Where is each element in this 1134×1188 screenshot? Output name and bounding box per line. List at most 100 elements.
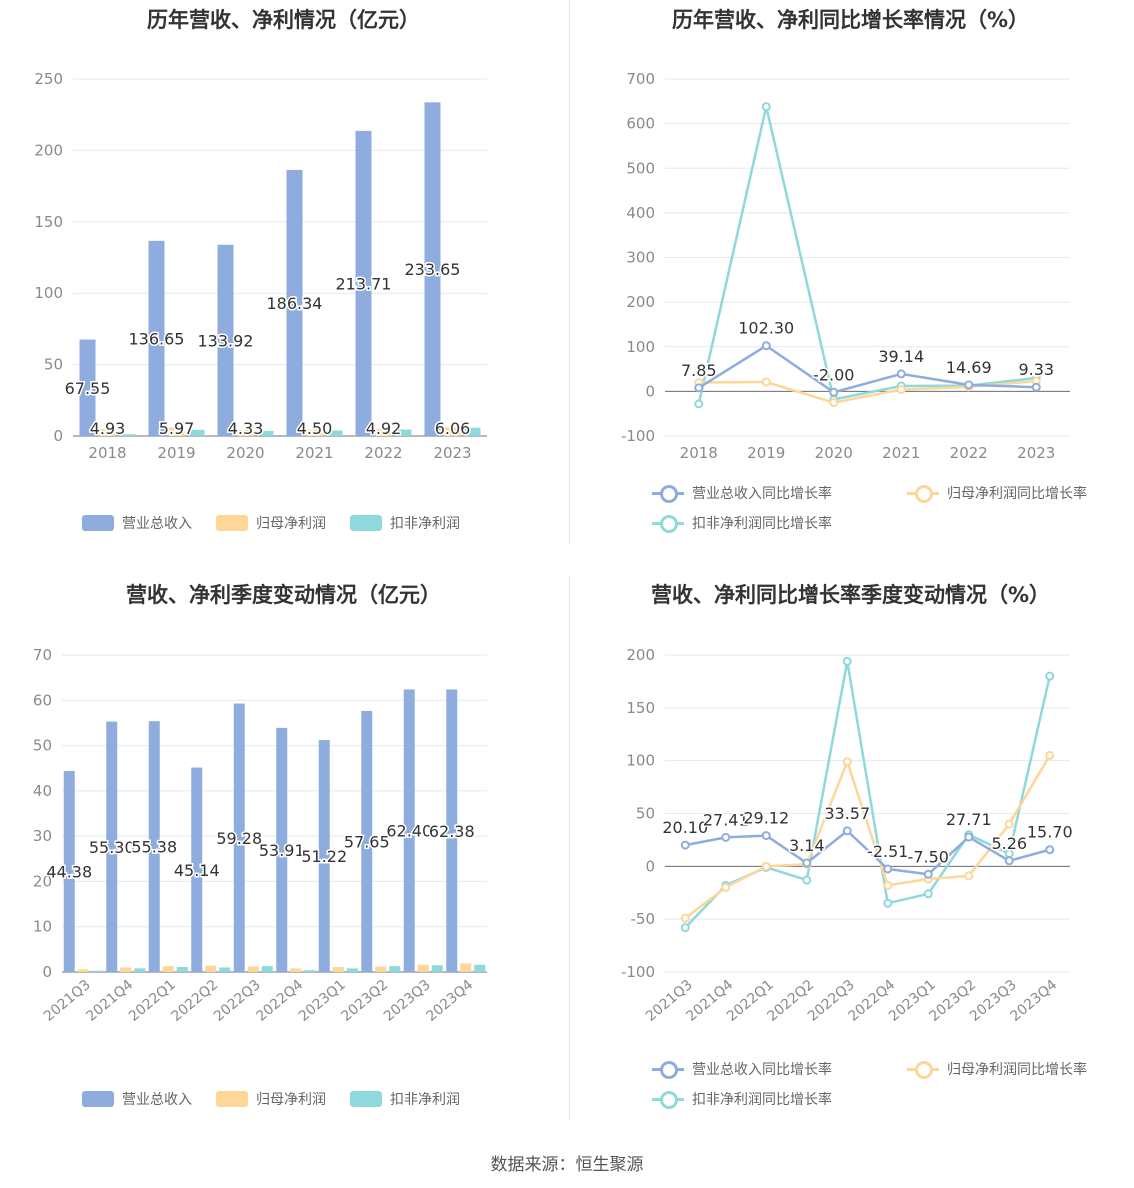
- x-tick-label: 2023: [1017, 444, 1055, 462]
- x-tick-label: 2021: [295, 444, 333, 462]
- bar-net-profit: [168, 427, 185, 436]
- data-point: [896, 369, 906, 379]
- data-label: 4.33: [228, 419, 264, 438]
- legend-label: 扣非净利润: [390, 1092, 460, 1108]
- bar-revenue: [191, 767, 203, 972]
- plot-area: -100-500501001502002021Q32021Q42022Q1202…: [621, 646, 1074, 1025]
- legend-swatch: [216, 1091, 248, 1107]
- chart-panel-quarterly-growth: 营收、净利同比增长率季度变动情况（%） -100 -50 0 50 100 150 200 2…: [567, 575, 1134, 1120]
- data-label: 213.71: [336, 274, 392, 293]
- data-label: 4.50: [297, 419, 333, 438]
- legend-item[interactable]: 归母净利润: [216, 1089, 326, 1109]
- x-tick-label: 2022: [364, 444, 402, 462]
- bar-revenue: [361, 710, 373, 972]
- bar-revenue: [79, 339, 96, 436]
- data-point: [761, 377, 771, 387]
- data-point: [883, 880, 893, 890]
- data-label: 7.85: [681, 361, 717, 380]
- series-line-revenue: [698, 344, 1037, 394]
- bar-revenue: [446, 689, 458, 972]
- bar-net-profit: [417, 964, 429, 972]
- bar-revenue: [318, 740, 330, 972]
- legend-item[interactable]: 归母净利润同比增长率: [907, 483, 1087, 503]
- legend: 营业总收入同比增长率 归母净利润同比增长率扣非净利润同比增长率: [567, 483, 1134, 543]
- data-label: 67.55: [65, 379, 111, 398]
- data-point: [1031, 382, 1041, 392]
- data-point: [883, 898, 893, 908]
- legend-swatch: [652, 515, 684, 533]
- x-tick-label: 2022: [950, 444, 988, 462]
- legend-item[interactable]: 扣非净利润: [350, 513, 460, 533]
- y-tick-label: 60: [33, 691, 52, 709]
- legend-item[interactable]: 归母净利润: [216, 513, 326, 533]
- x-tick-label: 2019: [747, 444, 785, 462]
- data-point: [964, 380, 974, 390]
- data-point: [1045, 845, 1055, 855]
- plot-area: 0 50 100 150 200 250 2018 2019 2020 2021 2022 2023 6…: [34, 70, 487, 462]
- data-point: [721, 832, 731, 842]
- x-tick-label: 2018: [88, 444, 126, 462]
- x-tick-label: 2022Q1: [126, 977, 179, 1025]
- x-tick-label: 2023Q3: [381, 977, 434, 1025]
- bar-net-profit: [375, 428, 392, 436]
- data-label: 53.91: [259, 841, 305, 860]
- y-tick-label: 50: [33, 737, 52, 755]
- bar-net-profit: [247, 966, 259, 972]
- legend-item[interactable]: 营业总收入: [82, 1089, 192, 1109]
- legend-item[interactable]: 归母净利润同比增长率: [907, 1059, 1087, 1079]
- legend-swatch: [652, 1091, 684, 1109]
- y-tick-label: 200: [626, 293, 655, 311]
- data-source: 数据来源：恒生聚源: [490, 1155, 644, 1175]
- data-point: [842, 757, 852, 767]
- data-label: -7.50: [908, 847, 949, 866]
- legend-swatch: [82, 515, 114, 531]
- data-label: 136.65: [129, 329, 185, 348]
- legend-label: 扣非净利润同比增长率: [692, 516, 832, 532]
- legend-item[interactable]: 营业总收入: [82, 513, 192, 533]
- bar-revenue: [63, 771, 75, 972]
- legend-label: 营业总收入同比增长率: [692, 1062, 832, 1078]
- data-label: 57.65: [344, 832, 390, 851]
- y-tick-label: 10: [33, 918, 52, 936]
- y-tick-label: 50: [44, 356, 63, 374]
- x-tick-label: 2021Q4: [83, 977, 136, 1025]
- chart-title: 营收、净利同比增长率季度变动情况（%）: [650, 583, 1051, 607]
- legend-swatch: [216, 515, 248, 531]
- data-label: 15.70: [1027, 823, 1073, 842]
- bar-deducted-profit: [261, 966, 273, 972]
- bar-revenue: [148, 721, 160, 972]
- y-tick-label: -100: [621, 963, 655, 981]
- data-point: [896, 385, 906, 395]
- bar-deducted-profit: [395, 429, 412, 436]
- data-point: [1004, 819, 1014, 829]
- legend: 营业总收入同比增长率 归母净利润同比增长率扣非净利润同比增长率: [567, 1059, 1134, 1119]
- legend-item[interactable]: 营业总收入同比增长率: [652, 483, 832, 503]
- legend-swatch: [82, 1091, 114, 1107]
- bar-net-profit: [162, 966, 174, 972]
- data-point: [721, 882, 731, 892]
- y-tick-label: -100: [621, 427, 655, 445]
- legend: 营业总收入 归母净利润 扣非净利润: [0, 1089, 567, 1149]
- data-label: 9.33: [1018, 360, 1054, 379]
- data-label: 5.97: [159, 419, 195, 438]
- series-line-deducted-profit: [684, 661, 1051, 929]
- data-point: [1045, 750, 1055, 760]
- data-point: [802, 875, 812, 885]
- x-tick-label: 2022Q3: [211, 977, 264, 1025]
- bar-deducted-profit: [326, 430, 343, 436]
- legend-label: 营业总收入同比增长率: [692, 486, 832, 502]
- legend-item[interactable]: 扣非净利润同比增长率: [652, 1089, 832, 1109]
- x-tick-label: 2022Q4: [253, 977, 306, 1025]
- y-tick-label: 0: [53, 427, 63, 445]
- divider-bottom: [569, 575, 570, 1120]
- data-point: [883, 864, 893, 874]
- legend-item[interactable]: 营业总收入同比增长率: [652, 1059, 832, 1079]
- data-point: [694, 399, 704, 409]
- legend-item[interactable]: 扣非净利润: [350, 1089, 460, 1109]
- y-tick-label: 250: [34, 70, 63, 88]
- bar-revenue: [106, 721, 118, 972]
- legend-item[interactable]: 扣非净利润同比增长率: [652, 513, 832, 533]
- y-tick-label: 20: [33, 872, 52, 890]
- y-tick-label: 150: [626, 699, 655, 717]
- x-tick-label: 2023Q4: [423, 977, 476, 1025]
